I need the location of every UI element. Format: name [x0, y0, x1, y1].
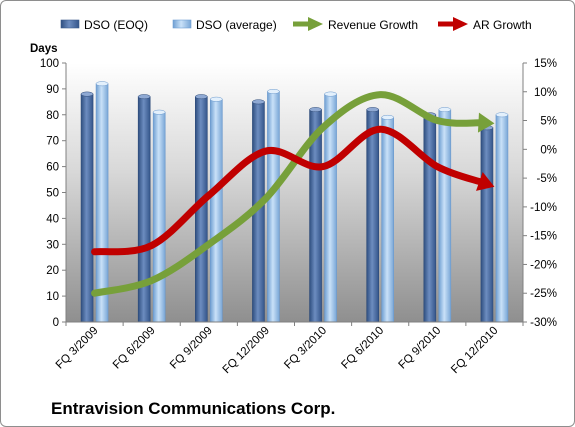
bar-cap-dso-average-0 — [95, 81, 109, 87]
left-tick-label: 30 — [46, 239, 59, 251]
legend: DSO (EOQ) DSO (average) Revenue Growth A… — [60, 17, 532, 32]
left-tick-label: 0 — [53, 317, 59, 329]
x-tick-label-fq-6-2010: FQ 6/2010 — [339, 325, 386, 372]
right-tick-label: -30% — [530, 317, 557, 329]
right-tick-label: -20% — [530, 259, 557, 271]
x-tick-label-fq-9-2009: FQ 9/2009 — [168, 325, 215, 372]
legend-label-dso-eoq: DSO (EOQ) — [84, 18, 148, 32]
x-tick-label-fq-6-2009: FQ 6/2009 — [111, 325, 158, 372]
bar-dso-eoq-1 — [137, 96, 151, 323]
arrowhead-revenue-growth — [477, 112, 495, 133]
left-tick-label: 70 — [46, 136, 59, 148]
x-tick-label-fq-9-2010: FQ 9/2010 — [397, 325, 444, 372]
x-tick-label-fq-12-2010: FQ 12/2010 — [449, 325, 500, 376]
bar-dso-average-1 — [152, 111, 166, 323]
legend-label-dso-average: DSO (average) — [196, 18, 277, 32]
bar-cap-dso-average-1 — [152, 109, 166, 115]
right-tick-label: -5% — [537, 173, 557, 185]
legend-swatch-dso-eoq — [60, 19, 80, 29]
right-tick-label: 15% — [534, 58, 557, 70]
bar-dso-average-6 — [438, 109, 452, 323]
bar-cap-dso-eoq-1 — [137, 94, 151, 100]
bar-dso-average-0 — [95, 83, 109, 323]
right-tick-label: -10% — [530, 202, 557, 214]
bar-cap-dso-eoq-5 — [366, 107, 379, 113]
arrowhead-ar-growth — [476, 171, 495, 191]
right-tick-label: 10% — [534, 87, 557, 99]
left-tick-label: 100 — [40, 58, 59, 70]
legend-swatch-revenue-growth — [293, 17, 323, 31]
bar-dso-eoq-5 — [366, 109, 379, 323]
right-tick-label: 5% — [540, 116, 557, 128]
x-tick-label-fq-3-2010: FQ 3/2010 — [282, 325, 329, 372]
bar-dso-average-3 — [267, 91, 280, 323]
bar-cap-dso-average-5 — [381, 114, 394, 120]
bar-dso-eoq-0 — [80, 93, 94, 323]
y-axis-title: Days — [30, 43, 58, 55]
bar-cap-dso-eoq-0 — [80, 91, 94, 97]
bar-cap-dso-average-7 — [495, 112, 509, 118]
legend-swatch-ar-growth — [438, 17, 468, 31]
left-tick-label: 20 — [46, 265, 59, 277]
legend-label-revenue-growth: Revenue Growth — [328, 18, 418, 32]
bar-cap-dso-eoq-4 — [309, 107, 322, 113]
left-tick-label: 10 — [46, 291, 59, 303]
bar-dso-average-2 — [210, 98, 223, 323]
left-tick-label: 80 — [46, 110, 59, 122]
legend-label-ar-growth: AR Growth — [473, 18, 532, 32]
x-tick-label-fq-12-2009: FQ 12/2009 — [221, 325, 272, 376]
right-tick-label: 0% — [540, 144, 557, 156]
x-tick-label-fq-3-2009: FQ 3/2009 — [54, 325, 101, 372]
bar-dso-eoq-7 — [480, 127, 494, 323]
bar-dso-average-7 — [495, 114, 509, 323]
legend-swatch-dso-average — [172, 19, 192, 29]
right-tick-label: -15% — [530, 231, 557, 243]
bar-dso-eoq-6 — [423, 114, 437, 323]
bar-cap-dso-average-2 — [210, 96, 223, 102]
left-tick-label: 60 — [46, 162, 59, 174]
bar-cap-dso-eoq-3 — [252, 99, 265, 105]
bar-cap-dso-average-3 — [267, 89, 280, 94]
left-tick-label: 40 — [46, 213, 59, 225]
bar-cap-dso-average-6 — [438, 107, 452, 113]
line-ar-growth — [91, 125, 486, 256]
left-tick-label: 50 — [46, 188, 59, 200]
chart-title: Entravision Communications Corp. — [51, 399, 335, 418]
bar-dso-average-5 — [381, 117, 394, 323]
bar-cap-dso-average-4 — [324, 91, 337, 97]
bar-cap-dso-eoq-2 — [195, 94, 208, 100]
right-tick-label: -25% — [530, 288, 557, 300]
left-tick-label: 90 — [46, 84, 59, 96]
